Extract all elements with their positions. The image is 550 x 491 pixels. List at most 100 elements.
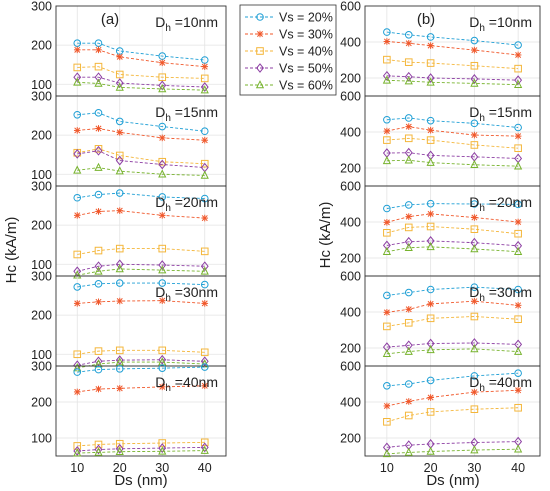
data-point (383, 28, 391, 36)
legend-marker (255, 80, 265, 89)
y-tick-label: 200 (340, 342, 361, 356)
subplot: 200 400 600 Dh =15nm (340, 90, 541, 187)
data-point (200, 348, 209, 357)
legend-label: Vs = 40% (279, 45, 333, 59)
dh-label: Dh =10nm (469, 14, 532, 34)
xlabel-b: Ds (nm) (426, 472, 479, 489)
data-point (514, 51, 522, 59)
data-point (158, 446, 167, 455)
data-point (514, 132, 522, 140)
data-point (115, 443, 124, 454)
data-point (158, 383, 166, 391)
data-point (200, 247, 209, 256)
data-point (426, 344, 435, 354)
data-point (383, 418, 391, 426)
data-point (94, 162, 103, 171)
legend-marker (256, 13, 264, 21)
legend-label: Vs = 50% (279, 62, 333, 76)
data-point (470, 312, 479, 321)
data-point (94, 261, 103, 272)
data-point (427, 126, 434, 134)
y-tick-label: 200 (31, 219, 52, 233)
data-point (73, 388, 81, 396)
data-point (158, 159, 167, 170)
data-point (115, 117, 124, 126)
data-point (470, 200, 479, 208)
y-tick-label: 600 (340, 180, 361, 194)
x-tick-label: 10 (70, 461, 84, 475)
y-tick-label: 200 (340, 252, 361, 266)
data-point (200, 82, 209, 92)
data-point (158, 169, 167, 178)
data-point (200, 363, 209, 371)
y-tick-label: 300 (31, 270, 52, 284)
series-line (386, 240, 519, 247)
y-tick-label: 200 (31, 129, 52, 143)
data-point (383, 115, 391, 124)
data-point (404, 380, 413, 388)
panel-b: 200 400 600 Dh =10nm 200 400 600 Dh =15nm 200 400… (340, 0, 541, 475)
series-line (386, 159, 519, 167)
data-point (158, 297, 166, 304)
legend-item: Vs = 40% (245, 45, 333, 59)
data-point (470, 237, 479, 248)
data-point (115, 357, 124, 366)
data-point (94, 347, 103, 355)
data-point (404, 242, 413, 252)
y-tick-label: 200 (340, 432, 361, 446)
data-point (201, 382, 209, 390)
y-tick-label: 400 (340, 396, 361, 410)
data-point (514, 41, 522, 49)
data-point (94, 109, 103, 117)
data-point (404, 340, 413, 351)
data-point (382, 448, 391, 458)
data-point (471, 131, 478, 139)
data-point (73, 149, 82, 159)
data-point (158, 73, 167, 82)
data-point (94, 447, 103, 456)
series-line (77, 76, 205, 88)
legend-item: Vs = 20% (245, 11, 333, 25)
data-point (73, 300, 81, 307)
x-tick-label: 10 (380, 461, 394, 475)
subplot-frame (55, 365, 227, 457)
dh-label: Dh =20nm (469, 194, 532, 214)
data-point (200, 194, 209, 203)
data-point (200, 261, 209, 272)
data-point (201, 214, 209, 222)
y-tick-label: 400 (340, 126, 361, 140)
data-point (73, 127, 81, 134)
data-point (382, 70, 391, 81)
data-point (158, 157, 167, 166)
y-tick-label: 200 (31, 39, 52, 53)
data-point (404, 223, 413, 232)
data-point (427, 394, 434, 401)
x-tick-label: 40 (198, 461, 212, 475)
data-point (200, 356, 209, 367)
data-point (383, 204, 391, 213)
data-point (115, 151, 124, 160)
series-line (77, 268, 205, 276)
data-point (158, 80, 167, 91)
data-point (471, 297, 478, 305)
series-line (386, 286, 519, 296)
data-point (404, 76, 413, 85)
series-line (77, 112, 205, 132)
data-point (404, 346, 413, 355)
series-line (386, 213, 519, 223)
data-point (426, 314, 435, 323)
legend-marker (256, 30, 264, 38)
series-line (77, 81, 205, 91)
data-point (383, 127, 391, 135)
series-line (77, 282, 205, 288)
ylabel-a: Hc (kA/m) (3, 217, 20, 284)
data-point (94, 444, 103, 455)
data-point (115, 279, 124, 287)
data-point (382, 240, 391, 251)
data-point (514, 346, 523, 355)
legend-label: Vs = 30% (279, 28, 333, 42)
data-point (115, 346, 124, 355)
data-point (94, 72, 103, 83)
data-point (404, 236, 413, 247)
